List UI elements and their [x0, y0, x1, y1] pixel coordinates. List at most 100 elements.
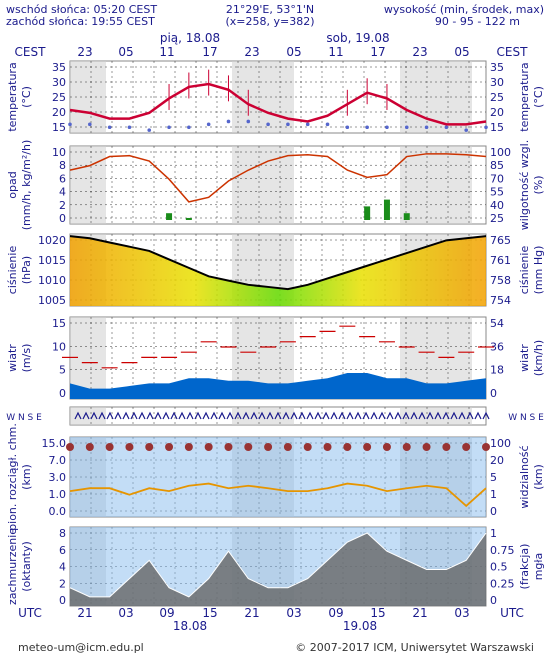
precipitation-bar	[364, 206, 371, 220]
left-tick-label: 2	[59, 577, 66, 590]
dewpoint-point	[167, 125, 171, 130]
wind-direction-arrow	[394, 411, 402, 420]
right-tick-label: 5	[490, 471, 497, 484]
left-tick-label: 5	[59, 364, 66, 377]
left-tick-label: 6	[59, 544, 66, 557]
dewpoint-point	[385, 125, 389, 130]
bottom-hour-tick-label: 21	[412, 606, 427, 620]
top-hour-tick-label: 05	[118, 45, 133, 59]
right-tick-label: 36	[490, 340, 504, 353]
dewpoint-point	[226, 119, 231, 124]
night-shading	[400, 146, 472, 224]
dewpoint-point	[266, 122, 270, 127]
wind-direction-arrow	[170, 411, 178, 420]
wind-direction-arrow	[458, 411, 466, 420]
wind-direction-arrow	[482, 411, 490, 420]
time-zone-label: CEST	[15, 45, 47, 59]
left-axis-label: opad	[6, 171, 19, 198]
wind-direction-arrow	[322, 411, 330, 420]
wind-direction-arrow	[250, 411, 258, 420]
right-tick-label: 0.75	[490, 544, 515, 557]
right-tick-label: 0.5	[490, 561, 508, 574]
night-shading	[232, 146, 294, 224]
wind-direction-arrow	[226, 411, 234, 420]
left-tick-label: 1020	[38, 234, 66, 247]
right-tick-label: 70	[490, 172, 504, 185]
left-axis-unit: (oktanty)	[20, 541, 33, 592]
visibility-line	[69, 482, 487, 508]
precipitation-bar	[383, 199, 390, 220]
dewpoint-point	[345, 125, 350, 130]
wind-direction-arrow	[442, 411, 450, 420]
top-hour-tick-label: 11	[159, 45, 174, 59]
left-tick-label: 35	[52, 61, 66, 74]
right-tick-label: 0	[490, 594, 497, 607]
wind-direction-arrow	[450, 411, 458, 420]
wind-direction-arrow	[282, 411, 290, 420]
left-tick-label: 4	[59, 561, 66, 574]
cloud-top-dot	[145, 443, 154, 451]
right-tick-label: 25	[490, 91, 504, 104]
compass-label: W N S E	[508, 413, 544, 423]
footer-email[interactable]: meteo-um@icm.edu.pl	[18, 641, 144, 654]
wind-direction-arrow	[306, 411, 314, 420]
temperature-line	[69, 82, 487, 126]
bottom-day-label: 19.08	[343, 619, 377, 633]
left-tick-label: 1015	[38, 254, 66, 267]
top-day-label: sob, 19.08	[326, 31, 389, 45]
wind-direction-arrow	[290, 411, 298, 420]
compass-label: W N S E	[6, 413, 42, 423]
wind-direction-arrow	[314, 411, 322, 420]
right-axis-unit: (km)	[532, 464, 545, 490]
left-axis-unit: (m/s)	[20, 344, 33, 373]
dewpoint-point	[88, 122, 92, 127]
right-tick-label: 758	[490, 274, 511, 287]
dewpoint-point	[325, 122, 330, 127]
wind-direction-arrow	[186, 411, 194, 420]
right-axis-unit: (°C)	[532, 86, 545, 108]
cloud-top-dot	[422, 443, 431, 451]
right-tick-label: 1	[490, 488, 497, 501]
wind-direction-arrow	[98, 411, 106, 420]
right-tick-label: 25	[490, 212, 504, 225]
wind-direction-arrow	[378, 411, 386, 420]
right-tick-label: 20	[490, 106, 504, 119]
cloud-top-dot	[85, 443, 94, 451]
left-axis-label: zachmurzenie	[6, 528, 19, 605]
wind-direction-arrow	[258, 411, 266, 420]
wind-direction-arrow	[370, 411, 378, 420]
wind-direction-arrow	[402, 411, 410, 420]
wind-direction-arrow	[194, 411, 202, 420]
dewpoint-point	[365, 125, 369, 130]
left-tick-label: 0	[59, 594, 66, 607]
utc-label: UTC	[18, 606, 42, 620]
dewpoint-point	[305, 122, 310, 127]
cloud-layer-area	[70, 437, 486, 517]
cloud-top-dot	[244, 443, 253, 451]
left-tick-label: 10	[52, 340, 66, 353]
precipitation-bar	[166, 213, 173, 220]
coordinates-text: 21°29'E, 53°1'N	[225, 3, 315, 16]
bottom-hour-tick-label: 15	[370, 606, 385, 620]
cloud-top-dot	[382, 443, 391, 451]
left-axis-label: ciśnienie	[6, 246, 19, 295]
dewpoint-point	[246, 119, 251, 124]
right-tick-label: 100	[490, 437, 511, 450]
top-hour-tick-label: 05	[286, 45, 301, 59]
left-tick-label: 25	[52, 91, 66, 104]
right-axis-label: wilgotność wzgl.	[518, 140, 531, 230]
right-tick-label: 55	[490, 186, 504, 199]
dewpoint-point	[68, 122, 72, 127]
left-tick-label: 10	[52, 146, 66, 159]
dewpoint-point	[464, 128, 468, 132]
top-hour-tick-label: 05	[454, 45, 469, 59]
bottom-hour-tick-label: 09	[159, 606, 174, 620]
night-shading	[70, 146, 106, 224]
wind-direction-arrow	[234, 411, 242, 420]
right-tick-label: 30	[490, 76, 504, 89]
cloud-top-dot	[66, 443, 74, 451]
pressure-line	[69, 235, 487, 291]
left-tick-label: 20	[52, 106, 66, 119]
wind-direction-arrow	[410, 411, 418, 420]
